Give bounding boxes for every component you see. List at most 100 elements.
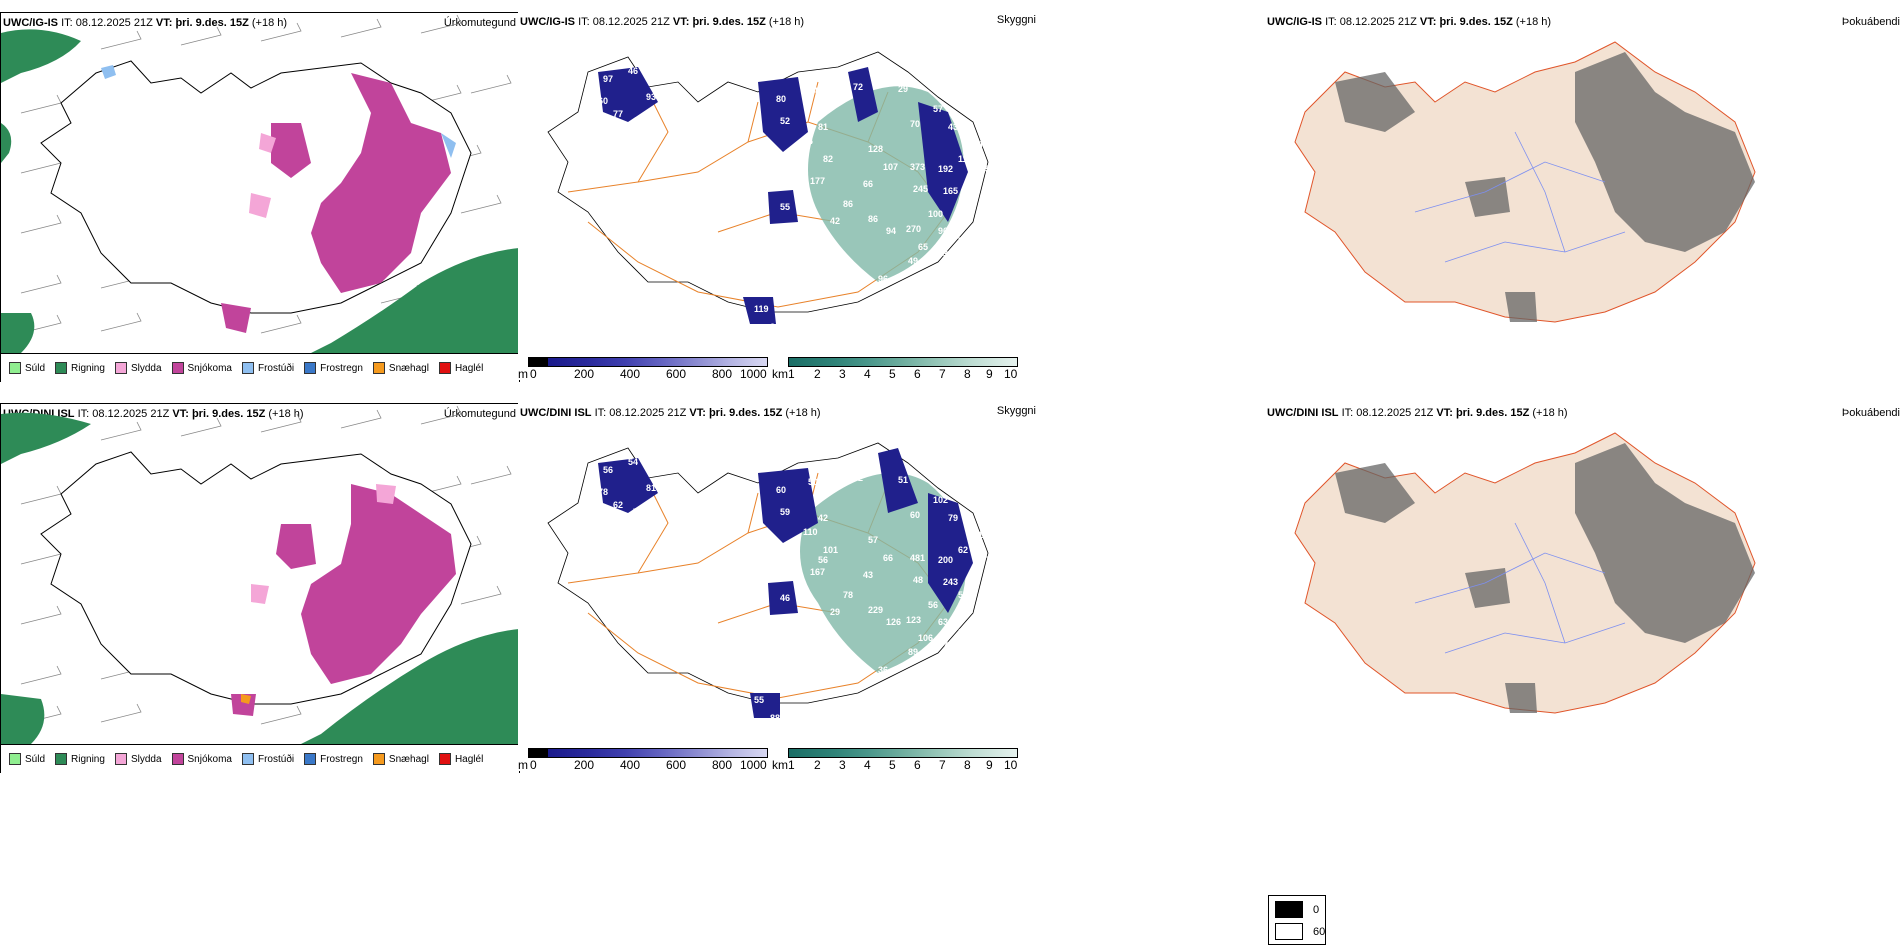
cloudbase-label: 111 xyxy=(958,154,972,164)
cloudbase-label: 165 xyxy=(943,186,958,196)
legend-item: Frostregn xyxy=(304,753,363,765)
precip-map xyxy=(1,405,519,744)
cloudbase-label: 72 xyxy=(853,82,863,92)
legend-item: Frostregn xyxy=(304,362,363,374)
legend-item: Haglél xyxy=(438,753,483,765)
precip-legend-2: Súld Rigning Slydda Snjókoma Frostúði Fr… xyxy=(1,744,519,773)
cloudbase-label: 119 xyxy=(754,304,769,314)
cloudbase-label: 52 xyxy=(963,605,973,615)
precip-title: Úrkomutegund xyxy=(443,408,516,420)
rivers xyxy=(1414,131,1626,263)
cloudbase-label: 62 xyxy=(613,500,623,510)
cloudbase-label: 43 xyxy=(863,570,873,580)
legend-item: Snæhagl xyxy=(372,362,429,374)
cloudbase-label: 75 xyxy=(633,507,643,517)
cloudbase-label: 126 xyxy=(886,617,901,627)
legend-item: Slydda xyxy=(114,362,162,374)
cloudbase-low-area xyxy=(598,67,968,324)
cloudbase-label: 78 xyxy=(843,590,853,600)
cloudbase-label: 29 xyxy=(830,607,840,617)
legend-item: Haglél xyxy=(438,362,483,374)
visibility-colorbar-1: km 1 2 3 4 5 6 7 8 9 10 xyxy=(772,357,1022,381)
cloudbase-label: 30 xyxy=(943,249,953,259)
cloudbase-label: 54 xyxy=(628,457,638,467)
legend-item: Snjókoma xyxy=(171,753,232,765)
fog-panel-2: UWC/DINI ISL IT: 08.12.2025 21Z VT: þri.… xyxy=(1265,403,1900,771)
cloudbase-label: 64 xyxy=(803,136,813,146)
cloudbase-label: 52 xyxy=(853,473,863,483)
cloudbase-label: 46 xyxy=(628,66,638,76)
cloudbase-colorbar-2: m 0 200 400 600 800 1000 xyxy=(518,748,770,772)
precip-map xyxy=(1,14,519,353)
cloudbase-label: 60 xyxy=(776,485,786,495)
cloudbase-label: 52 xyxy=(780,116,790,126)
fog-header-1: UWC/IG-IS IT: 08.12.2025 21Z VT: þri. 9.… xyxy=(1267,16,1552,28)
cloudbase-label: 77 xyxy=(613,109,623,119)
cloudbase-label: 86 xyxy=(843,199,853,209)
cloudbase-label: 88 xyxy=(770,713,780,723)
cloudbase-label: 46 xyxy=(780,593,790,603)
sea-precip xyxy=(1,29,519,353)
cloudbase-low-area xyxy=(598,448,973,718)
cloudbase-label: 79 xyxy=(948,513,958,523)
cloudbase-label: 81 xyxy=(646,483,656,493)
cloudbase-label: 80 xyxy=(776,94,786,104)
visibility-panel-2: UWC/DINI ISL IT: 08.12.2025 21Z VT: þri.… xyxy=(518,403,1036,772)
snow-area xyxy=(221,73,451,333)
cloudbase-label: 36 xyxy=(878,665,888,675)
cloudbase-label: 93 xyxy=(646,92,656,102)
fog-panel-1: UWC/IG-IS IT: 08.12.2025 21Z VT: þri. 9.… xyxy=(1265,12,1900,380)
cloudbase-label: 55 xyxy=(754,695,764,705)
precip-header-1: UWC/IG-IS IT: 08.12.2025 21Z VT: þri. 9.… xyxy=(3,17,288,29)
cloudbase-label: 110 xyxy=(803,527,818,537)
cloudbase-label: 373 xyxy=(910,162,925,172)
cloudbase-label: 42 xyxy=(830,216,840,226)
cloudbase-label: 96 xyxy=(878,274,888,284)
cloudbase-label: 57 xyxy=(933,104,943,114)
fog-area xyxy=(1335,443,1755,713)
cloudbase-label: 81 xyxy=(818,122,828,132)
sleet-area xyxy=(251,484,396,604)
fog-map xyxy=(1294,432,1756,714)
visibility-panel-1: UWC/IG-IS IT: 08.12.2025 21Z VT: þri. 9.… xyxy=(518,12,1036,381)
cloudbase-label: 245 xyxy=(913,184,928,194)
cloudbase-label: 75 xyxy=(943,640,953,650)
cloudbase-label: 62 xyxy=(958,545,968,555)
legend-item: Snæhagl xyxy=(372,753,429,765)
fog-key-2: 0 60 xyxy=(1268,895,1326,945)
cloudbase-label: 51 xyxy=(898,475,908,485)
legend-item: Slydda xyxy=(114,753,162,765)
cloudbase-label: 97 xyxy=(603,74,613,84)
cloudbase-label: 123 xyxy=(906,615,921,625)
cloudbase-label: 57 xyxy=(868,535,878,545)
cloudbase-label: 89 xyxy=(908,647,918,657)
cloudbase-label: 56 xyxy=(603,465,613,475)
cloudbase-label: 42 xyxy=(818,513,828,523)
cloudbase-label: 96 xyxy=(938,226,948,236)
lead-time: (+18 h) xyxy=(251,17,288,29)
cloudbase-label: 128 xyxy=(868,144,883,154)
snow-pellet-area xyxy=(241,694,251,704)
sleet-area xyxy=(249,133,276,218)
legend-item: Snjókoma xyxy=(171,362,232,374)
visibility-title: Skyggni xyxy=(996,14,1036,26)
cloudbase-label: 65 xyxy=(918,242,928,252)
precip-legend-1: Súld Rigning Slydda Snjókoma Frostúði Fr… xyxy=(1,353,519,382)
cloudbase-label: 70 xyxy=(910,119,920,129)
fog-title: Þokuábendi xyxy=(1841,16,1900,28)
cloudbase-colorbar-1: m 0 200 400 600 800 1000 xyxy=(518,357,770,381)
cloudbase-label: 94 xyxy=(886,226,896,236)
fog-map xyxy=(1294,41,1756,323)
cloudbase-label: 48 xyxy=(913,575,923,585)
cloudbase-label: 66 xyxy=(883,553,893,563)
cloudbase-label: 85 xyxy=(658,495,668,505)
legend-item: Frostúði xyxy=(241,362,294,374)
low-visibility-area xyxy=(800,473,967,673)
legend-item: Rigning xyxy=(55,362,105,374)
cloudbase-label: 200 xyxy=(938,555,953,565)
cloudbase-label: 55 xyxy=(780,202,790,212)
cloudbase-label: 481 xyxy=(910,553,925,563)
